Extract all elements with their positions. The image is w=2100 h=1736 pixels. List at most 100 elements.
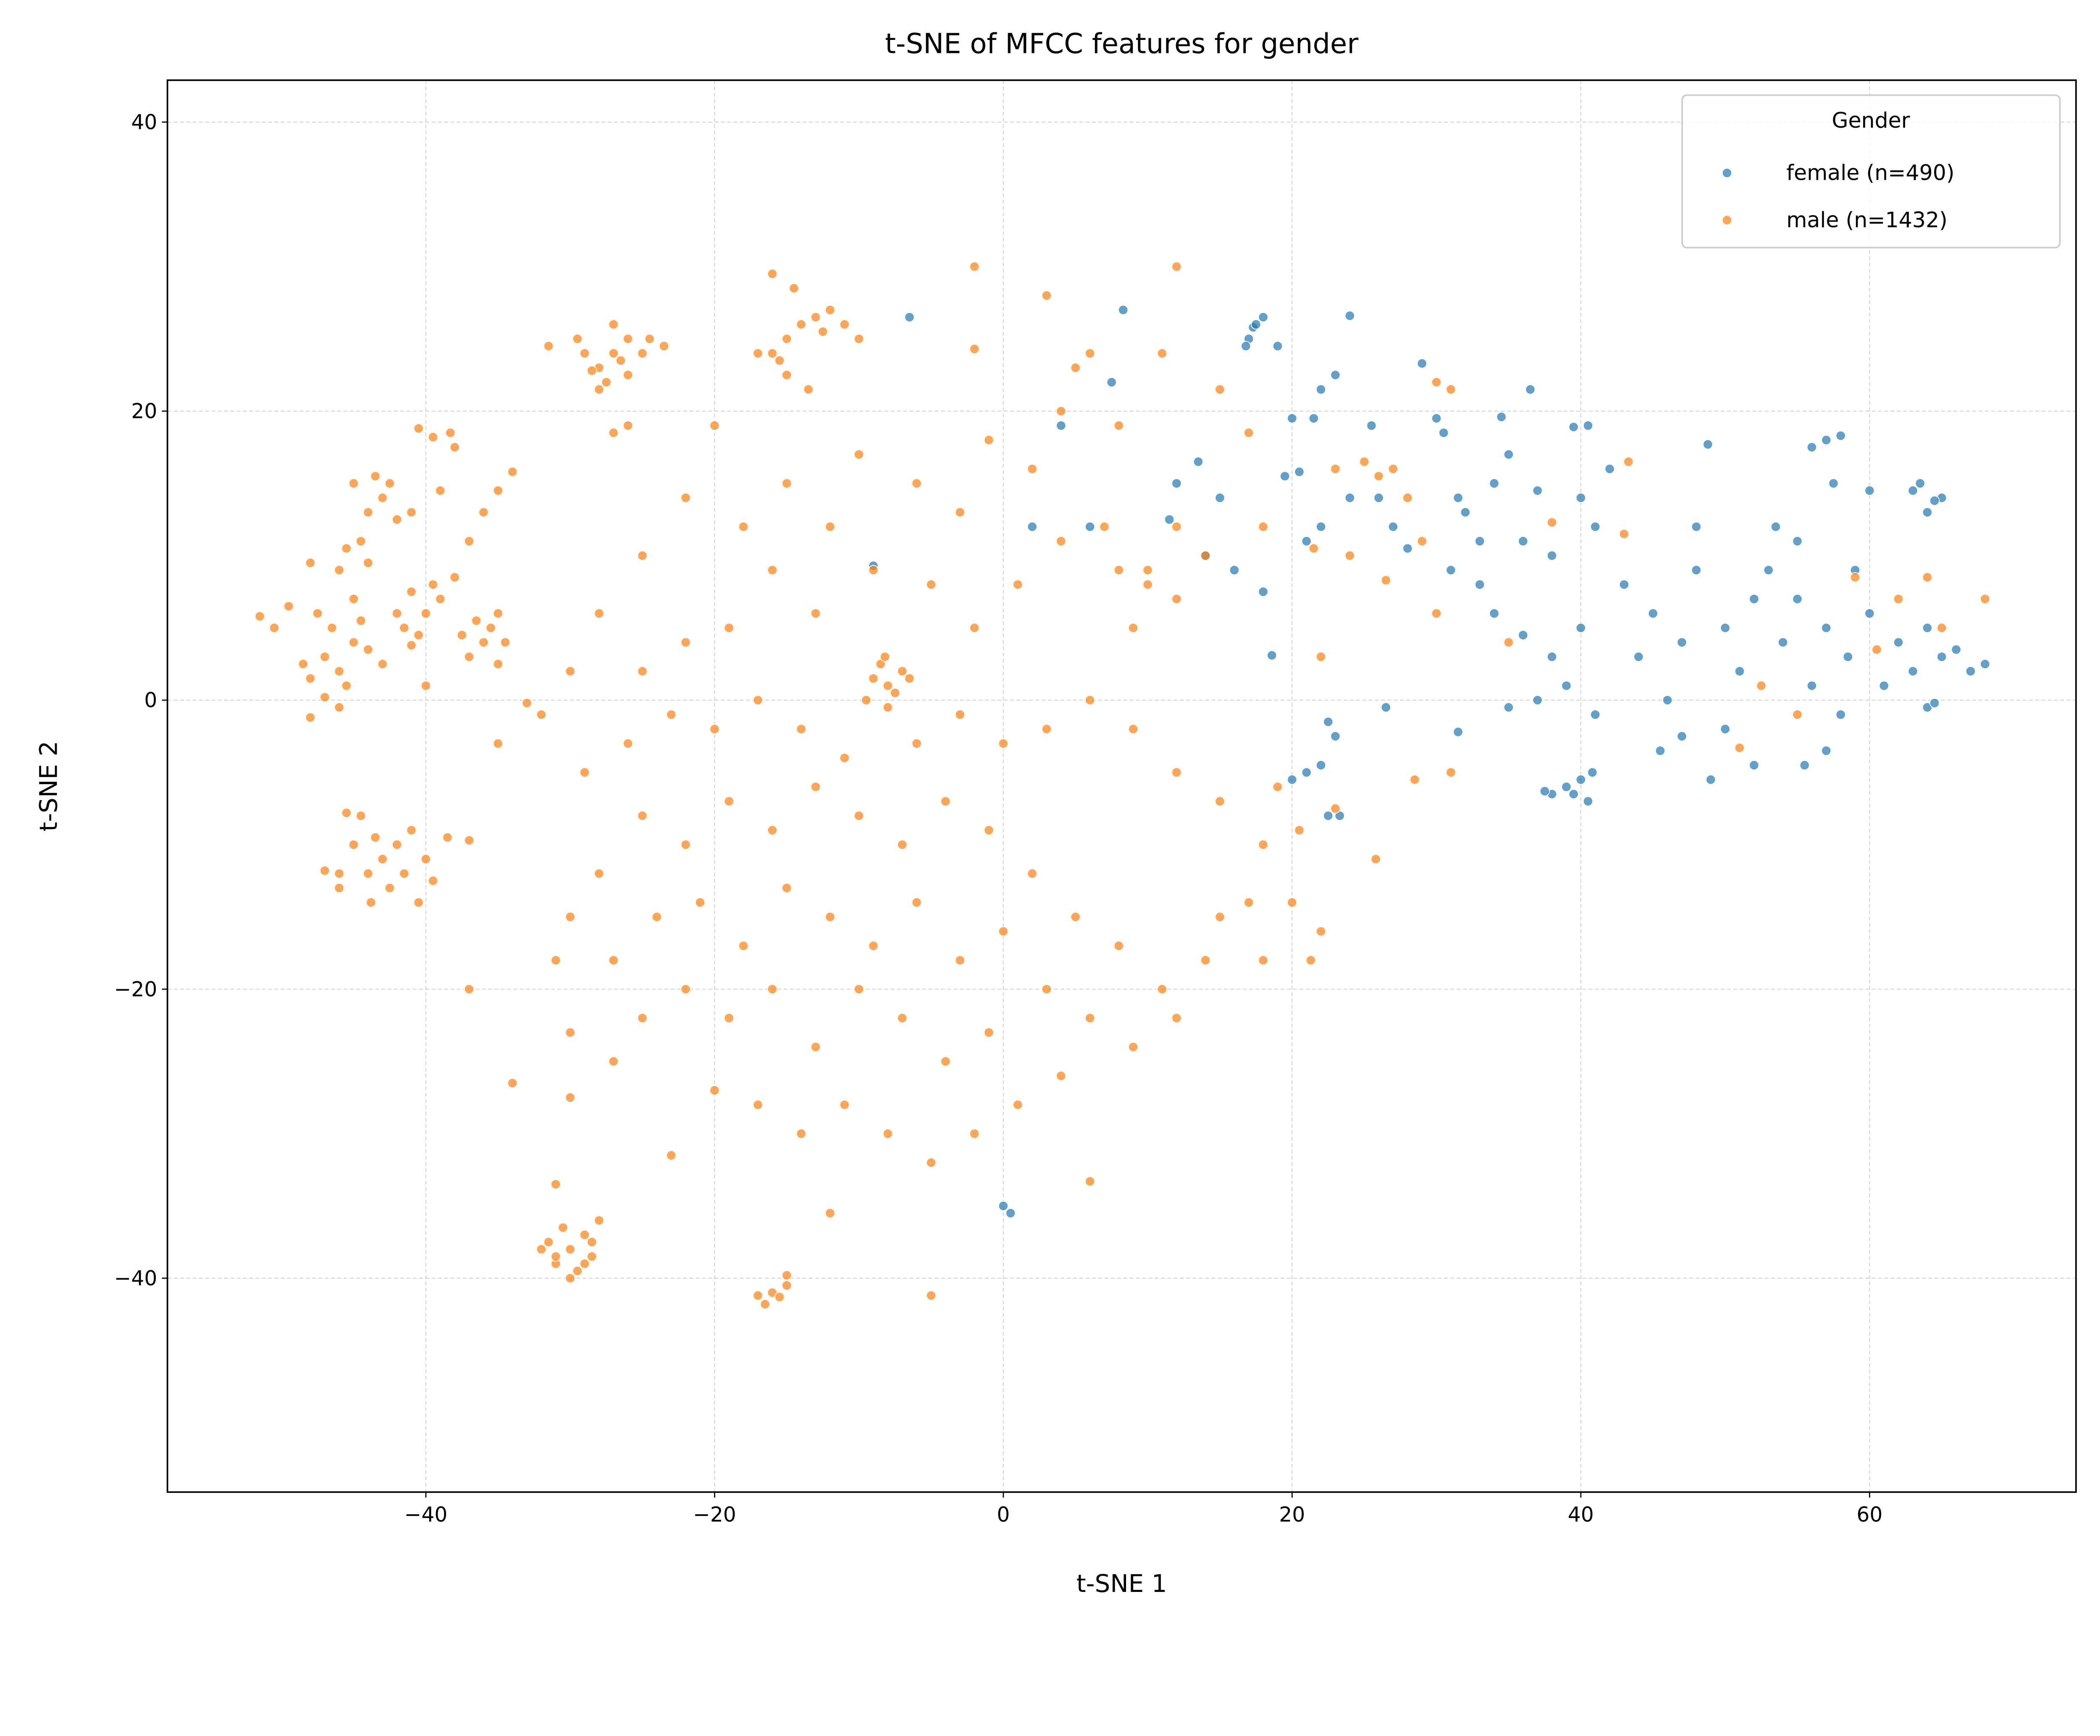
data-point xyxy=(348,839,359,850)
y-tick-label: 20 xyxy=(131,400,157,423)
data-point xyxy=(1315,760,1326,770)
data-point xyxy=(782,882,792,893)
data-point xyxy=(334,702,344,713)
data-point xyxy=(1027,464,1037,474)
data-point xyxy=(1980,659,1990,670)
data-point xyxy=(608,1056,619,1067)
data-point xyxy=(854,810,864,821)
data-point xyxy=(637,1013,648,1023)
data-point xyxy=(298,659,308,670)
data-point xyxy=(1922,572,1933,583)
data-point xyxy=(1388,521,1399,532)
data-point xyxy=(767,565,778,575)
data-point xyxy=(1229,565,1240,575)
data-point xyxy=(1005,1208,1016,1219)
data-point xyxy=(392,514,402,525)
data-point xyxy=(1301,767,1312,778)
data-point xyxy=(1835,709,1846,720)
data-point xyxy=(341,808,352,818)
data-point xyxy=(1258,955,1268,966)
data-point xyxy=(789,283,799,294)
data-point xyxy=(904,312,915,323)
data-point xyxy=(955,507,965,517)
data-point xyxy=(637,348,648,359)
legend-box xyxy=(1681,94,2061,249)
data-point xyxy=(565,1027,575,1038)
data-point xyxy=(1027,521,1037,532)
data-point xyxy=(464,536,475,546)
data-point xyxy=(572,334,583,344)
data-point xyxy=(406,507,417,517)
data-point xyxy=(969,261,980,272)
data-point xyxy=(1171,478,1182,488)
data-point xyxy=(882,702,893,713)
data-point xyxy=(1546,550,1557,561)
data-point xyxy=(1305,955,1316,966)
data-point xyxy=(904,673,915,684)
data-point xyxy=(507,1078,518,1088)
data-point xyxy=(839,319,850,330)
data-point xyxy=(651,911,662,922)
data-point xyxy=(1128,724,1139,734)
data-point xyxy=(774,355,785,366)
y-axis-label: t-SNE 2 xyxy=(34,741,63,832)
data-point xyxy=(753,1290,763,1301)
data-point xyxy=(442,832,453,843)
data-point xyxy=(1056,406,1066,416)
data-point xyxy=(1720,724,1730,734)
data-point xyxy=(1164,514,1175,525)
data-point xyxy=(709,724,720,734)
data-point xyxy=(666,709,677,720)
data-point xyxy=(420,608,431,619)
data-point xyxy=(445,428,456,438)
data-point xyxy=(305,557,316,568)
data-point xyxy=(724,1013,734,1023)
data-point xyxy=(623,334,633,344)
grid-lines xyxy=(167,80,2076,1492)
data-point xyxy=(370,471,381,481)
data-point xyxy=(1113,420,1124,431)
data-point xyxy=(680,637,691,648)
data-point xyxy=(1171,521,1182,532)
data-point xyxy=(839,1100,850,1110)
data-point xyxy=(637,810,648,821)
data-point xyxy=(594,1215,604,1226)
data-point xyxy=(1446,384,1456,395)
data-point xyxy=(312,608,323,619)
data-point xyxy=(825,521,835,532)
data-point xyxy=(767,348,778,359)
data-point xyxy=(782,370,792,380)
data-point xyxy=(1575,493,1586,503)
data-point xyxy=(1568,789,1579,799)
data-point xyxy=(890,688,900,698)
data-point xyxy=(435,594,446,604)
data-point xyxy=(810,782,821,792)
data-point xyxy=(1864,608,1875,619)
data-point xyxy=(680,984,691,995)
data-point xyxy=(1475,536,1485,546)
data-point xyxy=(1706,774,1716,785)
data-point xyxy=(868,940,879,951)
data-point xyxy=(955,955,965,966)
data-point xyxy=(666,1150,677,1161)
plot-frame xyxy=(166,79,2077,1493)
data-point xyxy=(774,1292,785,1302)
data-point xyxy=(1070,911,1081,922)
data-point xyxy=(1258,586,1268,597)
data-point xyxy=(1431,608,1442,619)
data-point xyxy=(1821,435,1832,445)
data-point xyxy=(1171,261,1182,272)
data-point xyxy=(782,1270,792,1281)
data-point xyxy=(384,478,395,488)
data-point xyxy=(1546,651,1557,662)
data-point xyxy=(984,1027,994,1038)
data-point xyxy=(579,1258,590,1269)
data-point xyxy=(984,825,994,835)
data-point xyxy=(1525,384,1536,395)
legend: Gender female (n=490) male (n=1432) xyxy=(1681,94,2061,249)
y-tick-label: −20 xyxy=(114,978,158,1001)
data-point xyxy=(926,579,937,590)
data-point xyxy=(1410,774,1420,785)
data-point xyxy=(724,796,734,806)
data-point xyxy=(623,738,633,749)
